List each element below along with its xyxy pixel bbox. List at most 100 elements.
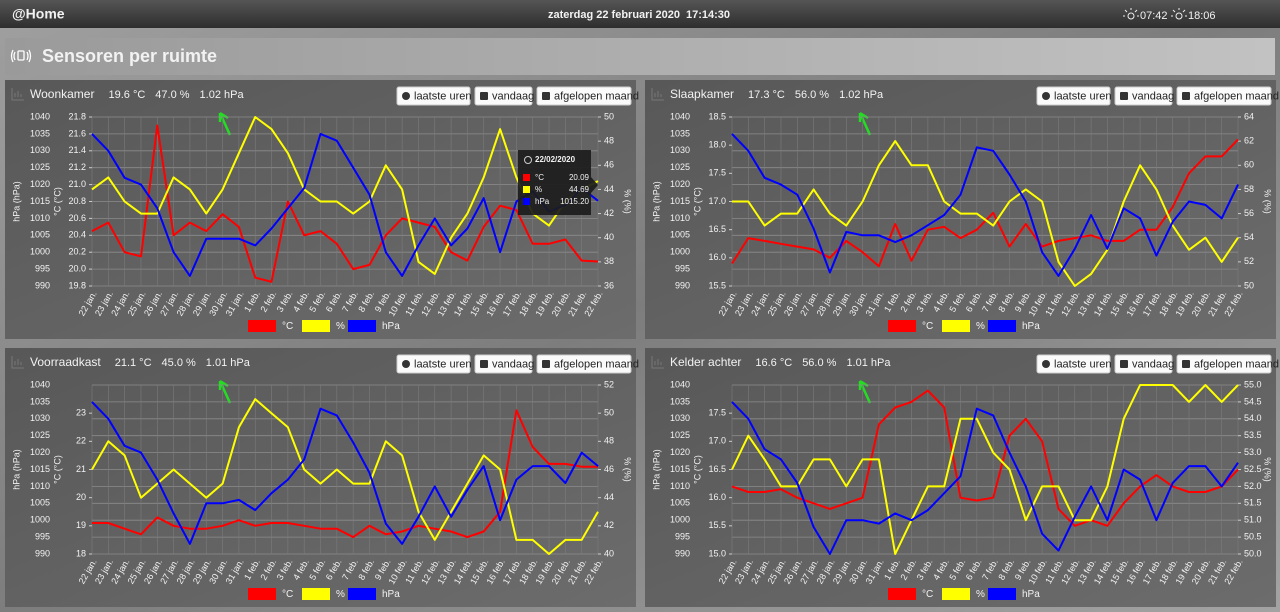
button-label[interactable]: laatste uren — [414, 90, 471, 102]
legend-label[interactable]: °C — [282, 589, 293, 600]
legend-swatch[interactable] — [248, 588, 276, 600]
range-button[interactable]: laatste uren — [1036, 354, 1111, 374]
y2-tick-label: 42 — [604, 520, 614, 530]
range-button[interactable]: afgelopen maand — [1176, 354, 1279, 374]
y-tick-label: 1020 — [670, 179, 690, 189]
legend-swatch[interactable] — [888, 588, 916, 600]
range-button[interactable]: vandaag — [1114, 354, 1174, 374]
button-box[interactable] — [396, 354, 471, 374]
app-title[interactable]: @Home — [12, 6, 65, 22]
button-box[interactable] — [1036, 86, 1111, 106]
button-label[interactable]: afgelopen maand — [554, 90, 639, 102]
legend-swatch[interactable] — [942, 320, 970, 332]
button-icon[interactable] — [1120, 92, 1128, 100]
range-button[interactable]: laatste uren — [396, 86, 471, 106]
range-button[interactable]: afgelopen maand — [536, 354, 639, 374]
legend-swatch[interactable] — [888, 320, 916, 332]
legend-label[interactable]: % — [976, 321, 985, 332]
y2-tick-label: 38 — [604, 256, 614, 266]
legend-swatch[interactable] — [988, 588, 1016, 600]
y3-tick-label: 16.5 — [708, 464, 726, 474]
y3-tick-label: 20.4 — [68, 230, 86, 240]
legend-swatch[interactable] — [942, 588, 970, 600]
y2-tick-label: 52 — [1244, 256, 1254, 266]
legend-label[interactable]: % — [336, 589, 345, 600]
legend-label[interactable]: hPa — [1022, 589, 1040, 600]
legend-label[interactable]: hPa — [382, 321, 400, 332]
legend-swatch[interactable] — [988, 320, 1016, 332]
legend-label[interactable]: °C — [282, 321, 293, 332]
button-box[interactable] — [1176, 86, 1272, 106]
button-box[interactable] — [536, 86, 632, 106]
tooltip-name: °C — [535, 173, 544, 182]
y2-tick-label: 51.0 — [1244, 515, 1262, 525]
button-icon[interactable] — [1042, 360, 1050, 368]
button-label[interactable]: afgelopen maand — [554, 358, 639, 370]
y-tick-label: 1035 — [30, 396, 50, 406]
range-button[interactable]: afgelopen maand — [1176, 86, 1279, 106]
y3-tick-label: 21.2 — [68, 162, 86, 172]
legend-swatch[interactable] — [302, 588, 330, 600]
legend-swatch[interactable] — [348, 588, 376, 600]
button-icon[interactable] — [542, 92, 550, 100]
series-line — [91, 401, 599, 545]
series-line — [92, 409, 598, 539]
legend-label[interactable]: % — [976, 589, 985, 600]
y-tick-label: 1025 — [30, 162, 50, 172]
button-label[interactable]: laatste uren — [414, 358, 471, 370]
y-tick-label: 1030 — [670, 145, 690, 155]
series-line — [731, 384, 1239, 555]
button-box[interactable] — [474, 354, 533, 374]
button-box[interactable] — [1114, 86, 1173, 106]
button-icon[interactable] — [480, 92, 488, 100]
button-box[interactable] — [1114, 354, 1173, 374]
button-box[interactable] — [536, 354, 632, 374]
button-icon[interactable] — [1182, 360, 1190, 368]
button-label[interactable]: laatste uren — [1054, 358, 1111, 370]
y3-tick-label: 21 — [76, 464, 86, 474]
range-button[interactable]: afgelopen maand — [536, 86, 639, 106]
legend-label[interactable]: hPa — [1022, 321, 1040, 332]
button-box[interactable] — [1036, 354, 1111, 374]
legend-swatch[interactable] — [302, 320, 330, 332]
button-label[interactable]: vandaag — [492, 90, 534, 102]
y-tick-label: 1020 — [30, 179, 50, 189]
button-icon[interactable] — [542, 360, 550, 368]
y-tick-label: 1040 — [670, 111, 690, 121]
button-icon[interactable] — [402, 92, 410, 100]
y2-axis-title: % (%) — [1263, 457, 1273, 482]
y3-tick-label: 20.2 — [68, 247, 86, 257]
button-label[interactable]: vandaag — [492, 358, 534, 370]
legend-swatch[interactable] — [248, 320, 276, 332]
legend-label[interactable]: hPa — [382, 589, 400, 600]
range-button[interactable]: vandaag — [474, 86, 534, 106]
range-button[interactable]: laatste uren — [396, 354, 471, 374]
legend-swatch[interactable] — [348, 320, 376, 332]
y-tick-label: 995 — [675, 531, 690, 541]
button-label[interactable]: laatste uren — [1054, 90, 1111, 102]
button-label[interactable]: afgelopen maand — [1194, 90, 1279, 102]
y2-tick-label: 44 — [604, 184, 614, 194]
range-button[interactable]: vandaag — [474, 354, 534, 374]
range-button[interactable]: laatste uren — [1036, 86, 1111, 106]
y-tick-label: 1015 — [670, 196, 690, 206]
button-icon[interactable] — [480, 360, 488, 368]
button-box[interactable] — [1176, 354, 1272, 374]
y3-tick-label: 16.0 — [708, 492, 726, 502]
legend-label[interactable]: % — [336, 321, 345, 332]
button-label[interactable]: afgelopen maand — [1194, 358, 1279, 370]
button-box[interactable] — [474, 86, 533, 106]
legend-label[interactable]: °C — [922, 321, 933, 332]
button-icon[interactable] — [1182, 92, 1190, 100]
button-icon[interactable] — [1042, 92, 1050, 100]
button-box[interactable] — [396, 86, 471, 106]
button-label[interactable]: vandaag — [1132, 358, 1174, 370]
button-icon[interactable] — [402, 360, 410, 368]
button-label[interactable]: vandaag — [1132, 90, 1174, 102]
button-icon[interactable] — [1120, 360, 1128, 368]
y-tick-label: 1040 — [30, 379, 50, 389]
sensor-name: Woonkamer — [30, 87, 94, 101]
range-button[interactable]: vandaag — [1114, 86, 1174, 106]
legend-label[interactable]: °C — [922, 589, 933, 600]
reading: 1.02 hPa — [200, 89, 245, 101]
